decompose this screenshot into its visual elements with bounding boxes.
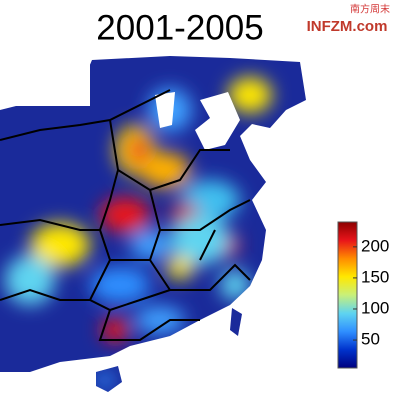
- colorbar-tick-label: 100: [361, 298, 389, 317]
- colorbar-scale: [337, 221, 358, 369]
- title: 2001-2005: [96, 8, 263, 47]
- colorbar: 50 100 150 200: [337, 221, 389, 369]
- colorbar-tick-label: 50: [361, 330, 380, 349]
- colorbar-tick-label: 200: [361, 236, 389, 255]
- colorbar-tick-label: 150: [361, 267, 389, 286]
- watermark-site: INFZM.com: [307, 18, 388, 35]
- heat-map: [0, 56, 306, 392]
- borders: [0, 89, 251, 341]
- watermark-logo: 南方周末: [350, 3, 390, 16]
